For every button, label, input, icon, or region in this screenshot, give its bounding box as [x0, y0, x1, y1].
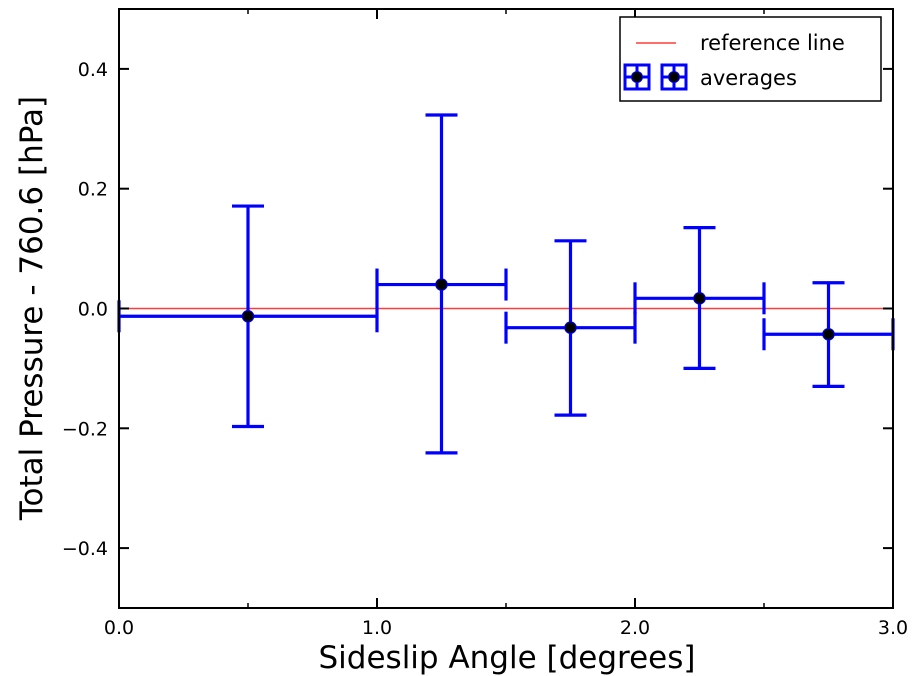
- data-marker: [435, 278, 448, 291]
- data-point-2: [375, 113, 508, 455]
- data-point-5: [762, 281, 895, 388]
- legend: reference line averages: [619, 16, 882, 102]
- legend-marker: [631, 71, 643, 83]
- x-tick-label: 2.0: [620, 617, 650, 639]
- plot-area: [117, 113, 895, 455]
- data-marker: [241, 309, 255, 323]
- data-marker: [822, 327, 835, 341]
- data-marker: [693, 292, 706, 305]
- y-tick-label: 0.4: [78, 59, 108, 81]
- legend-label-reference-line: reference line: [700, 31, 845, 55]
- y-tick-label: 0.2: [78, 179, 108, 201]
- legend-swatch-averages-1: [623, 63, 651, 91]
- data-marker: [564, 321, 577, 334]
- y-axis-label: Total Pressure - 760.6 [hPa]: [14, 96, 50, 521]
- legend-marker: [668, 71, 680, 83]
- y-tick-label: 0.0: [78, 299, 108, 321]
- data-point-1: [117, 204, 379, 429]
- x-tick-label: 1.0: [362, 617, 392, 639]
- y-tick-label: −0.2: [62, 418, 108, 440]
- axes: 0.0 1.0 2.0 3.0 0.4 0.2 0.0 −0.2 −0.4: [62, 8, 908, 639]
- data-point-4: [633, 226, 766, 370]
- x-tick-label: 0.0: [104, 617, 134, 639]
- x-axis-label: Sideslip Angle [degrees]: [319, 640, 696, 676]
- legend-label-averages: averages: [700, 66, 797, 90]
- y-tick-label: −0.4: [62, 538, 108, 560]
- data-point-3: [504, 239, 637, 417]
- x-tick-label: 3.0: [878, 617, 908, 639]
- legend-swatch-averages-2: [660, 63, 688, 91]
